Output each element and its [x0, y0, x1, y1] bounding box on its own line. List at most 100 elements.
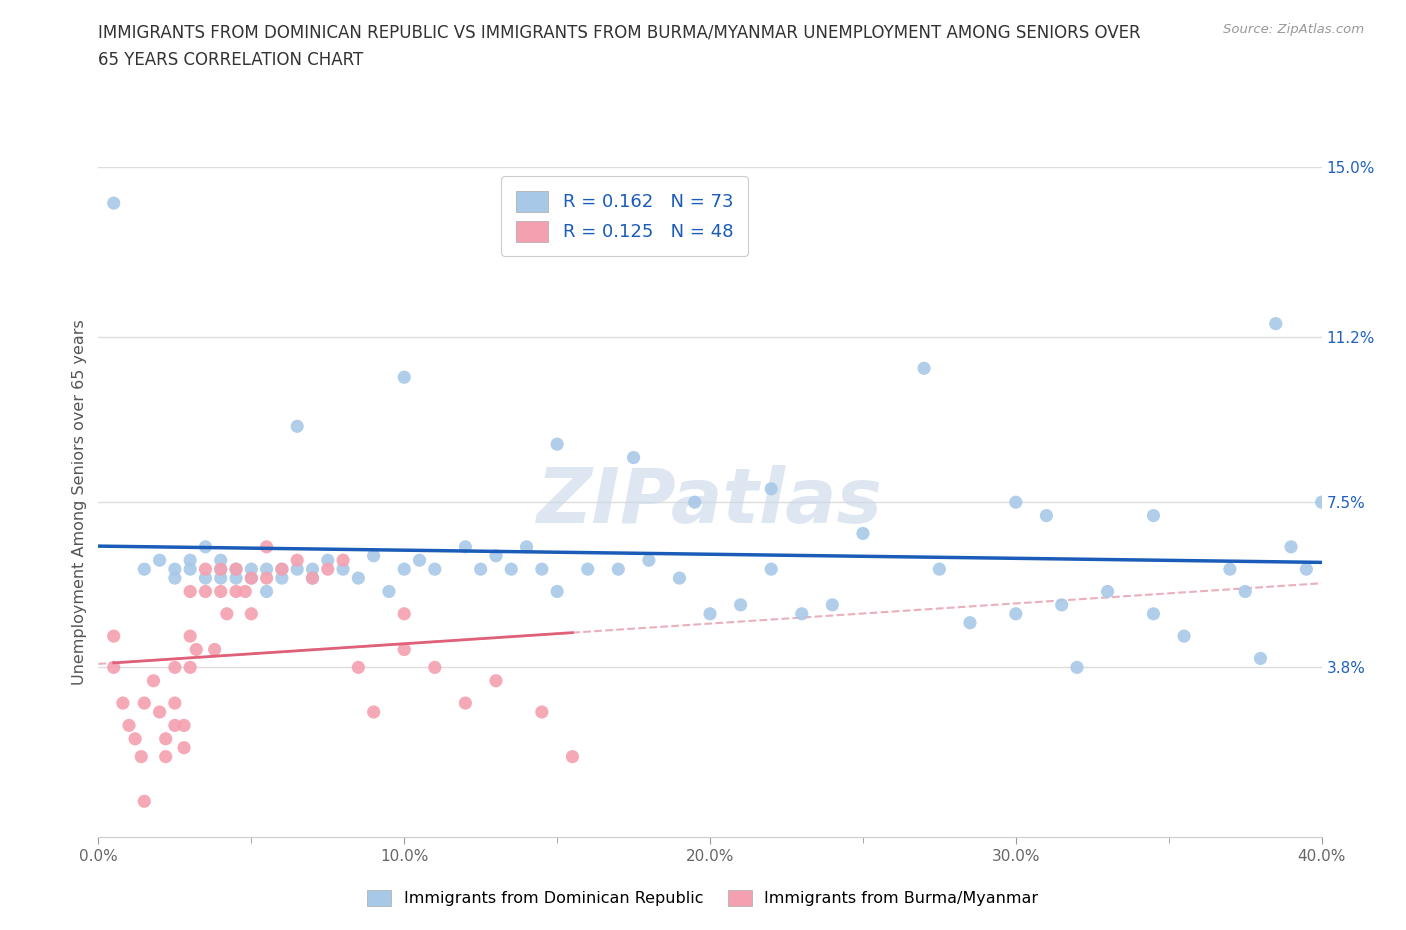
- Point: [225, 571, 247, 586]
- Point: [1279, 539, 1302, 554]
- Point: [1219, 562, 1241, 577]
- Point: [173, 740, 195, 755]
- Point: [179, 562, 201, 577]
- Point: [215, 606, 238, 621]
- Text: ZIPatlas: ZIPatlas: [537, 465, 883, 539]
- Point: [347, 660, 370, 675]
- Point: [149, 552, 172, 567]
- Point: [301, 562, 323, 577]
- Point: [912, 361, 935, 376]
- Point: [163, 660, 186, 675]
- Point: [270, 562, 292, 577]
- Point: [1295, 562, 1317, 577]
- Point: [347, 571, 370, 586]
- Point: [759, 482, 782, 497]
- Point: [256, 562, 278, 577]
- Point: [316, 552, 339, 567]
- Point: [155, 750, 177, 764]
- Point: [163, 562, 186, 577]
- Point: [163, 571, 186, 586]
- Point: [155, 731, 177, 746]
- Point: [1249, 651, 1271, 666]
- Point: [194, 562, 217, 577]
- Point: [392, 562, 416, 577]
- Point: [256, 584, 278, 599]
- Point: [149, 705, 172, 720]
- Legend: Immigrants from Dominican Republic, Immigrants from Burma/Myanmar: Immigrants from Dominican Republic, Immi…: [361, 884, 1045, 912]
- Point: [285, 418, 308, 433]
- Point: [392, 370, 416, 385]
- Point: [209, 552, 232, 567]
- Point: [1264, 316, 1286, 331]
- Point: [408, 552, 430, 567]
- Point: [225, 562, 247, 577]
- Point: [516, 539, 538, 554]
- Point: [1035, 508, 1057, 523]
- Point: [759, 562, 782, 577]
- Point: [363, 549, 385, 564]
- Point: [142, 673, 165, 688]
- Point: [485, 673, 508, 688]
- Point: [1310, 495, 1333, 510]
- Point: [240, 571, 263, 586]
- Point: [332, 552, 354, 567]
- Point: [103, 660, 125, 675]
- Point: [1097, 584, 1119, 599]
- Point: [209, 571, 232, 586]
- Text: Source: ZipAtlas.com: Source: ZipAtlas.com: [1223, 23, 1364, 36]
- Point: [270, 562, 292, 577]
- Point: [194, 539, 217, 554]
- Point: [194, 584, 217, 599]
- Point: [928, 562, 950, 577]
- Point: [285, 552, 308, 567]
- Point: [209, 562, 232, 577]
- Point: [668, 571, 690, 586]
- Point: [790, 606, 813, 621]
- Point: [852, 526, 875, 541]
- Point: [129, 750, 152, 764]
- Point: [209, 584, 232, 599]
- Point: [134, 562, 156, 577]
- Point: [111, 696, 134, 711]
- Point: [179, 552, 201, 567]
- Point: [134, 794, 156, 809]
- Point: [576, 562, 599, 577]
- Point: [699, 606, 721, 621]
- Point: [1142, 508, 1164, 523]
- Point: [1050, 597, 1073, 612]
- Point: [501, 562, 523, 577]
- Point: [186, 642, 208, 657]
- Point: [1004, 495, 1026, 510]
- Point: [163, 718, 186, 733]
- Point: [233, 584, 256, 599]
- Point: [821, 597, 844, 612]
- Point: [423, 562, 446, 577]
- Point: [134, 696, 156, 711]
- Point: [530, 705, 553, 720]
- Point: [683, 495, 706, 510]
- Point: [561, 750, 583, 764]
- Point: [1004, 606, 1026, 621]
- Point: [623, 450, 645, 465]
- Point: [256, 539, 278, 554]
- Point: [194, 571, 217, 586]
- Point: [546, 584, 568, 599]
- Point: [103, 195, 125, 210]
- Point: [179, 584, 201, 599]
- Point: [423, 660, 446, 675]
- Point: [209, 562, 232, 577]
- Point: [256, 571, 278, 586]
- Point: [225, 584, 247, 599]
- Point: [270, 571, 292, 586]
- Point: [1234, 584, 1257, 599]
- Point: [301, 571, 323, 586]
- Point: [240, 562, 263, 577]
- Point: [204, 642, 226, 657]
- Point: [607, 562, 630, 577]
- Point: [530, 562, 553, 577]
- Y-axis label: Unemployment Among Seniors over 65 years: Unemployment Among Seniors over 65 years: [72, 319, 87, 685]
- Legend: R = 0.162   N = 73, R = 0.125   N = 48: R = 0.162 N = 73, R = 0.125 N = 48: [501, 177, 748, 256]
- Point: [1066, 660, 1088, 675]
- Point: [454, 696, 477, 711]
- Point: [316, 562, 339, 577]
